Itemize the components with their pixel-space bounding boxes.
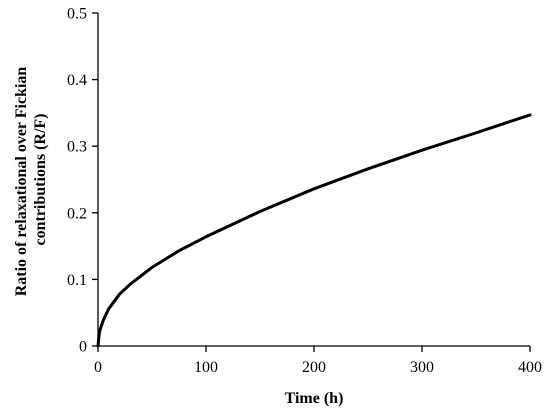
y-tick-label: 0.3 xyxy=(67,139,87,156)
x-tick-label: 200 xyxy=(302,359,326,376)
x-tick-label: 100 xyxy=(194,359,218,376)
x-axis-title: Time (h) xyxy=(285,390,344,407)
y-ticks: 0 0.1 0.2 0.3 0.4 0.5 xyxy=(67,6,98,356)
series-line xyxy=(96,113,532,348)
y-axis-title-line-2: contributions (R/F) xyxy=(32,114,49,246)
y-tick-label: 0.1 xyxy=(67,272,87,289)
x-tick-label: 400 xyxy=(518,359,542,376)
plot-area: 0 0.1 0.2 0.3 0.4 0.5 0 100 200 300 400 xyxy=(67,6,542,377)
x-ticks: 0 100 200 300 400 xyxy=(94,346,542,376)
y-tick-label: 0.4 xyxy=(67,72,87,89)
x-tick-label: 300 xyxy=(410,359,434,376)
x-tick-label: 0 xyxy=(94,359,102,376)
y-axis-title: Ratio of relaxational over Fickian contr… xyxy=(13,63,49,297)
y-tick-label: 0 xyxy=(79,339,87,356)
y-tick-label: 0.2 xyxy=(67,205,87,222)
y-axis-title-line-1: Ratio of relaxational over Fickian xyxy=(13,67,30,297)
y-tick-label: 0.5 xyxy=(67,6,87,23)
